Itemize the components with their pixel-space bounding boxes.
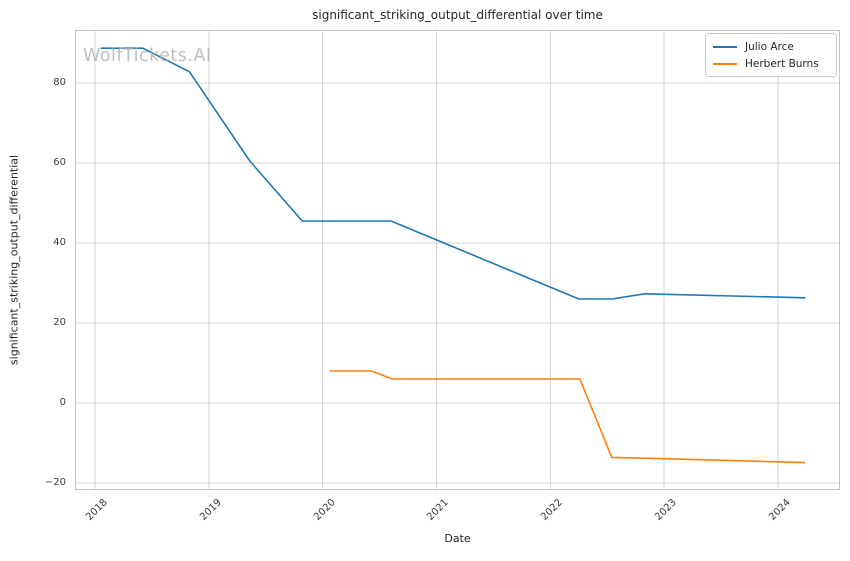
y-tick-label: −20 [44,477,66,488]
series-line-herbert-burns [329,370,806,464]
x-tick-label: 2019 [197,497,224,523]
y-tick-label: 40 [53,237,66,248]
y-tick-label: 60 [53,157,66,168]
x-tick-label: 2018 [84,497,110,523]
plot-spine [75,30,840,490]
legend-line-swatch [713,62,737,65]
legend-label: Herbert Burns [745,57,819,70]
watermark: WolfTickets.AI [83,46,212,66]
y-tick-label: 20 [53,317,66,328]
legend-line-swatch [713,45,737,48]
x-axis-label: Date [444,532,471,545]
chart-title: significant_striking_output_differential… [312,8,603,22]
plot-area: WolfTickets.AI Julio Arce Herbert Burns [75,30,840,490]
series-line-julio-arce [100,47,806,300]
x-tick-label: 2021 [425,497,452,523]
x-tick-label: 2022 [539,497,566,523]
y-tick-label: 80 [53,77,66,88]
legend-item: Herbert Burns [713,55,836,72]
x-tick-label: 2024 [767,497,793,523]
legend-item: Julio Arce [713,38,836,55]
x-tick-label: 2023 [653,497,680,523]
plot-canvas [75,30,840,490]
x-tick-label: 2020 [311,497,338,523]
legend-label: Julio Arce [745,40,794,53]
y-tick-label: 0 [59,397,66,408]
y-axis-label: significant_striking_output_differential [7,154,21,366]
legend: Julio Arce Herbert Burns [705,33,837,77]
